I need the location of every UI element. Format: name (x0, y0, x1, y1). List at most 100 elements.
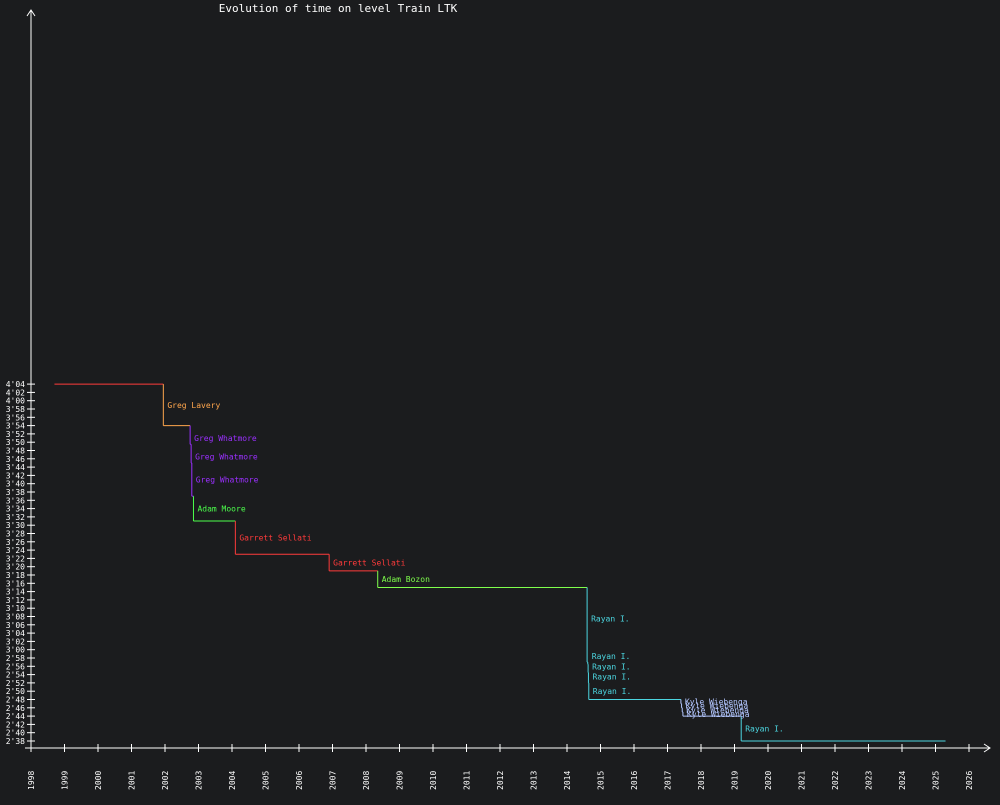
y-tick-label: 3'08 (6, 613, 25, 622)
y-axis-arrow (26, 9, 36, 17)
x-tick-label: 2013 (530, 771, 539, 790)
y-tick-label: 3'10 (6, 604, 25, 613)
y-tick-label: 3'02 (6, 637, 25, 646)
y-tick-label: 2'58 (6, 654, 25, 663)
y-tick-label: 3'24 (6, 546, 25, 555)
record-holder-label: Kyle Wiebenga (686, 706, 749, 715)
y-tick-label: 3'16 (6, 579, 25, 588)
x-tick-label: 2016 (630, 771, 639, 790)
y-tick-label: 3'00 (6, 646, 25, 655)
x-tick-label: 2017 (664, 771, 673, 790)
x-tick-label: 2010 (429, 771, 438, 790)
y-tick-label: 3'28 (6, 530, 25, 539)
record-holder-label: Rayan I. (592, 673, 631, 682)
y-ticks: 2'382'402'422'442'462'482'502'522'542'56… (6, 380, 35, 746)
y-tick-label: 3'54 (6, 422, 25, 431)
x-axis-arrow (983, 743, 991, 753)
y-tick-label: 2'46 (6, 704, 25, 713)
y-tick-label: 2'40 (6, 729, 25, 738)
y-tick-label: 2'54 (6, 671, 25, 680)
y-tick-label: 3'36 (6, 496, 25, 505)
x-ticks: 1998 1999 2000 2001 2002 2003 2004 2005 2006 2007… (27, 744, 974, 790)
x-tick-label: 2007 (329, 771, 338, 790)
record-holder-label: Rayan I. (592, 662, 631, 671)
y-tick-label: 2'42 (6, 720, 25, 729)
y-tick-label: 2'44 (6, 712, 25, 721)
record-holder-label: Greg Whatmore (195, 453, 258, 462)
y-tick-label: 3'52 (6, 430, 25, 439)
y-tick-label: 3'38 (6, 488, 25, 497)
record-holder-label: Kyle Wiebenga (685, 698, 748, 707)
y-tick-label: 3'04 (6, 629, 25, 638)
x-tick-label: 2004 (228, 771, 237, 790)
x-tick-label: 2024 (898, 771, 907, 790)
record-holder-label: Rayan I. (591, 615, 630, 624)
y-tick-label: 3'12 (6, 596, 25, 605)
y-tick-label: 3'06 (6, 621, 25, 630)
y-tick-label: 3'18 (6, 571, 25, 580)
y-tick-label: 2'52 (6, 679, 25, 688)
x-tick-label: 2015 (597, 771, 606, 790)
y-tick-label: 4'04 (6, 380, 25, 389)
x-tick-label: 1999 (61, 771, 70, 790)
record-series (54, 383, 946, 742)
record-holder-label: Greg Lavery (167, 401, 220, 410)
x-tick-label: 2020 (764, 771, 773, 790)
y-tick-label: 3'46 (6, 455, 25, 464)
x-tick-label: 2021 (798, 771, 807, 790)
y-tick-label: 3'42 (6, 471, 25, 480)
y-tick-label: 3'40 (6, 480, 25, 489)
y-tick-label: 3'58 (6, 405, 25, 414)
record-holder-label: Rayan I. (745, 725, 784, 734)
y-tick-label: 4'02 (6, 388, 25, 397)
x-tick-label: 2005 (262, 771, 271, 790)
y-tick-label: 3'44 (6, 463, 25, 472)
record-holder-label: Adam Bozon (382, 575, 430, 584)
y-tick-label: 2'56 (6, 662, 25, 671)
record-holder-label: Greg Whatmore (196, 476, 259, 485)
record-holder-label: Adam Moore (197, 505, 245, 514)
x-tick-label: 2001 (128, 771, 137, 790)
y-tick-label: 3'26 (6, 538, 25, 547)
x-tick-label: 1998 (27, 771, 36, 790)
chart-title: Evolution of time on level Train LTK (219, 2, 458, 15)
x-tick-label: 2019 (731, 771, 740, 790)
x-tick-label: 2022 (831, 771, 840, 790)
x-tick-label: 2009 (396, 771, 405, 790)
y-tick-label: 2'48 (6, 696, 25, 705)
y-tick-label: 3'50 (6, 438, 25, 447)
y-tick-label: 2'50 (6, 687, 25, 696)
y-tick-label: 3'48 (6, 447, 25, 456)
x-tick-label: 2000 (94, 771, 103, 790)
y-tick-label: 3'56 (6, 413, 25, 422)
record-holder-label: Garrett Sellati (333, 559, 405, 568)
y-tick-label: 3'30 (6, 521, 25, 530)
x-tick-label: 2025 (932, 771, 941, 790)
x-tick-label: 2011 (463, 771, 472, 790)
record-holder-label: Kyle Wiebenga (686, 702, 749, 711)
y-tick-label: 3'14 (6, 588, 25, 597)
x-tick-label: 2012 (496, 771, 505, 790)
x-tick-label: 2018 (697, 771, 706, 790)
record-holder-label: Rayan I. (593, 687, 632, 696)
y-tick-label: 3'20 (6, 563, 25, 572)
record-holder-label: Rayan I. (592, 652, 631, 661)
x-tick-label: 2006 (295, 771, 304, 790)
x-tick-label: 2014 (563, 771, 572, 790)
record-holder-label: Kyle Wiebenga (687, 710, 750, 719)
x-tick-label: 2026 (965, 771, 974, 790)
record-holder-label: Garrett Sellati (239, 534, 311, 543)
x-tick-label: 2003 (195, 771, 204, 790)
y-tick-label: 3'34 (6, 505, 25, 514)
y-tick-label: 2'38 (6, 737, 25, 746)
x-tick-label: 2008 (362, 771, 371, 790)
x-tick-label: 2002 (161, 771, 170, 790)
holder-labels: Greg Lavery Greg Whatmore Greg Whatmore Gre… (167, 401, 783, 734)
y-tick-label: 3'32 (6, 513, 25, 522)
x-tick-label: 2023 (865, 771, 874, 790)
y-tick-label: 3'22 (6, 554, 25, 563)
record-holder-label: Greg Whatmore (194, 434, 257, 443)
axes (25, 9, 991, 753)
